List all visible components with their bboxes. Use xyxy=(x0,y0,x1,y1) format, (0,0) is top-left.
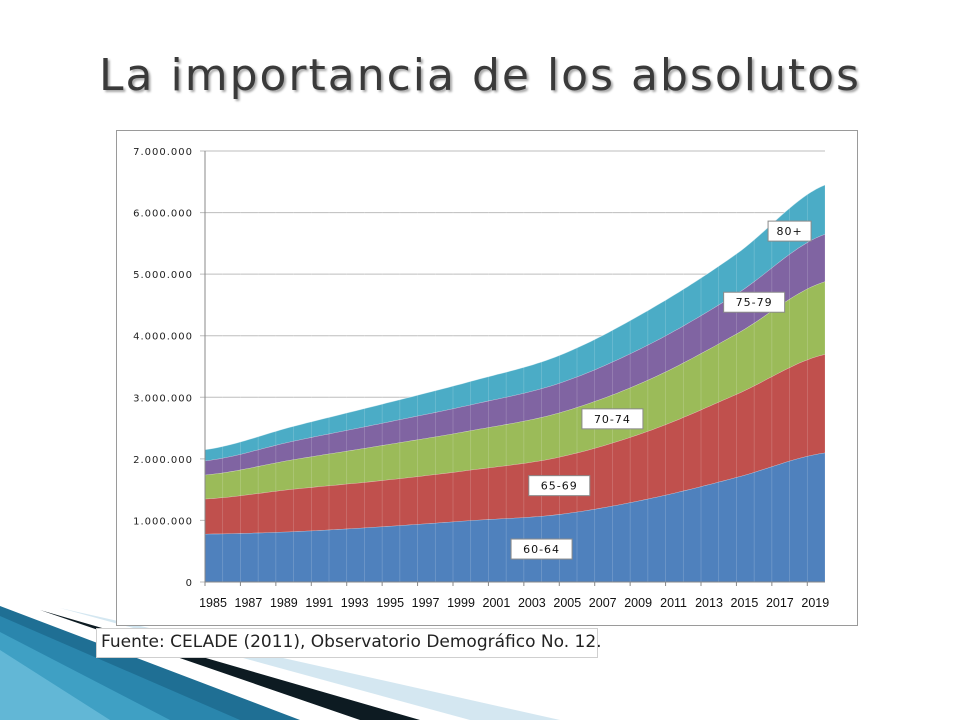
x-tick-label: 1985 xyxy=(199,596,227,610)
area-edge-60-64 xyxy=(204,452,826,535)
x-tick-label: 2005 xyxy=(553,596,581,610)
series-label-80+: 80+ xyxy=(776,225,802,238)
x-tick-label: 2019 xyxy=(801,596,829,610)
x-tick-label: 1999 xyxy=(447,596,475,610)
x-tick-label: 2007 xyxy=(589,596,617,610)
y-tick-label: 7.000.000 xyxy=(133,147,193,158)
x-tick-label: 1995 xyxy=(376,596,404,610)
chart-frame: 0 1.000.000 2.000.000 3.000.000 4.000.000 5.0… xyxy=(116,130,858,626)
x-tick-label: 1987 xyxy=(235,596,263,610)
x-tick-label: 2009 xyxy=(624,596,652,610)
x-tick-label: 2013 xyxy=(695,596,723,610)
x-tick-label: 1997 xyxy=(412,596,440,610)
x-tick-label: 2001 xyxy=(483,596,511,610)
source-note: Fuente: CELADE (2011), Observatorio Demo… xyxy=(96,628,602,658)
area-70-74 xyxy=(205,281,825,499)
series-label-box xyxy=(528,475,591,497)
y-tick-label: 0 xyxy=(186,578,193,589)
series-label-box xyxy=(581,408,644,430)
area-75-79 xyxy=(205,234,825,475)
y-tick-label: 4.000.000 xyxy=(133,332,193,343)
series-label-box xyxy=(510,538,573,560)
y-tick-label: 5.000.000 xyxy=(133,270,193,281)
y-tick-label: 3.000.000 xyxy=(133,393,193,404)
x-tick-label: 1989 xyxy=(270,596,298,610)
slide-title: La importancia de los absolutos xyxy=(99,50,861,101)
series-label-65-69: 65-69 xyxy=(541,480,578,493)
population-area-chart: 0 1.000.000 2.000.000 3.000.000 4.000.000 5.0… xyxy=(133,147,829,610)
area-60-64 xyxy=(205,452,825,582)
area-65-69 xyxy=(205,354,825,534)
y-tick-label: 2.000.000 xyxy=(133,455,193,466)
area-edge-80+ xyxy=(204,184,826,450)
series-label-75-79: 75-79 xyxy=(736,296,773,309)
x-tick-label: 1993 xyxy=(341,596,369,610)
y-tick-label: 1.000.000 xyxy=(133,516,193,527)
series-label-60-64: 60-64 xyxy=(523,543,560,556)
series-label-box xyxy=(723,291,786,313)
x-tick-label: 2015 xyxy=(731,596,759,610)
x-tick-label: 1991 xyxy=(305,596,333,610)
y-tick-label: 6.000.000 xyxy=(133,209,193,220)
x-tick-label: 2017 xyxy=(766,596,794,610)
series-label-70-74: 70-74 xyxy=(594,413,631,426)
series-label-box xyxy=(767,220,812,242)
x-tick-label: 2011 xyxy=(660,596,687,610)
x-tick-label: 2003 xyxy=(518,596,546,610)
